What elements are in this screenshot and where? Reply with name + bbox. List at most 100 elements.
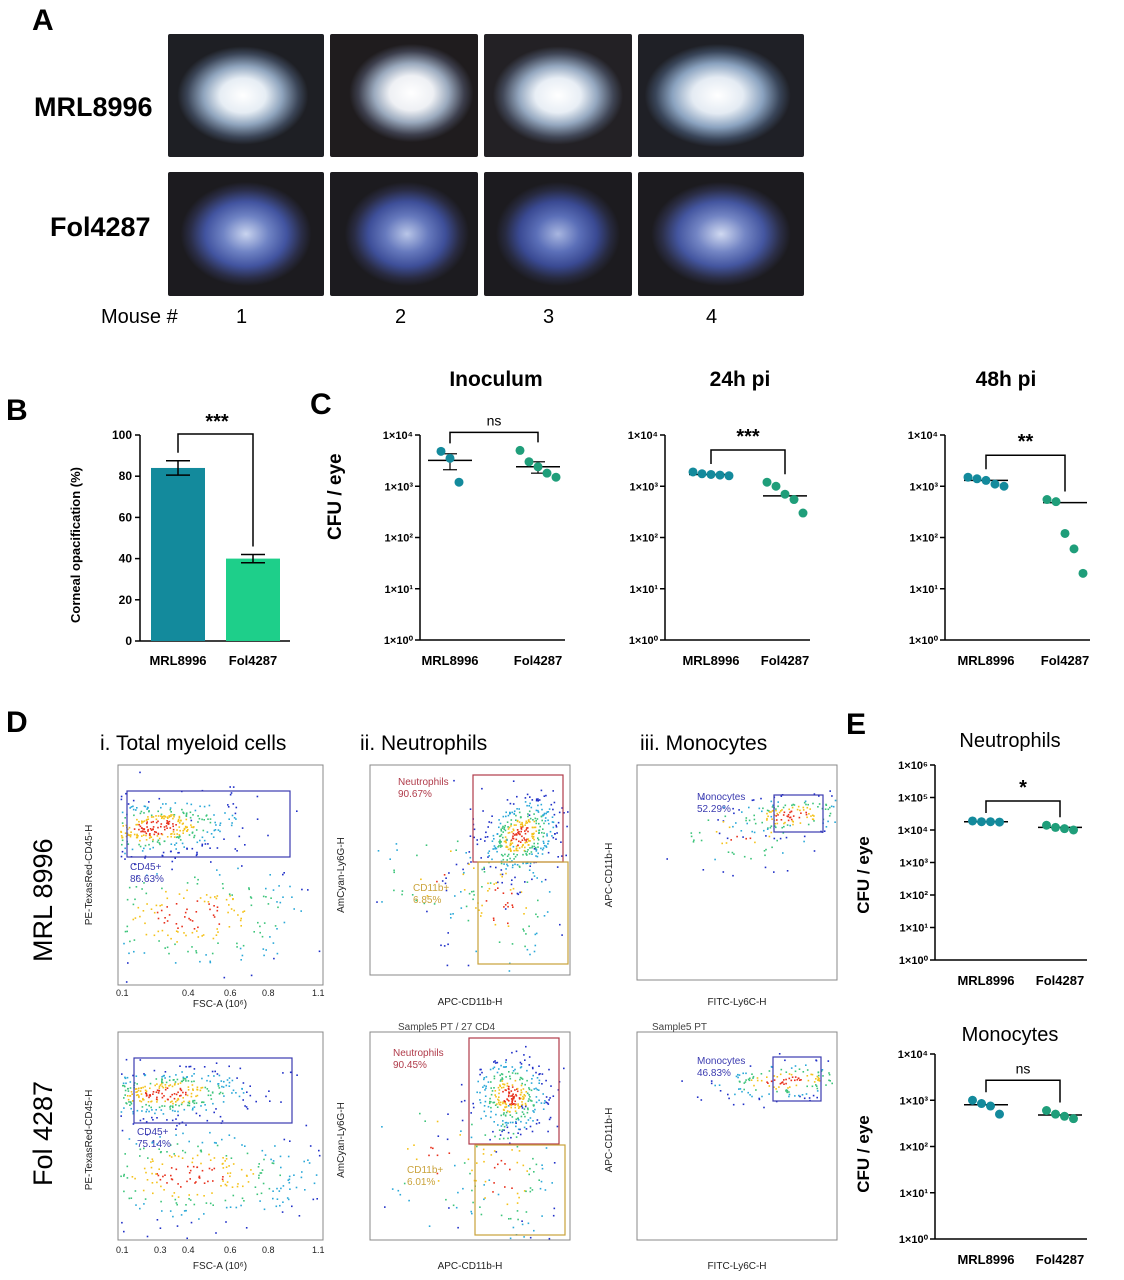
flow-event-dot bbox=[457, 1226, 459, 1229]
flow-event-dot bbox=[201, 1101, 203, 1104]
flow-event-dot bbox=[551, 1182, 553, 1184]
flow-event-dot bbox=[546, 835, 548, 837]
flow-event-dot bbox=[500, 828, 502, 831]
flow-event-dot bbox=[157, 839, 160, 842]
flow-event-dot bbox=[197, 936, 200, 938]
flow-event-dot bbox=[735, 1075, 738, 1078]
flow-event-dot bbox=[126, 898, 129, 901]
flow-event-dot bbox=[521, 835, 523, 838]
flow-event-dot bbox=[538, 1073, 540, 1076]
flow-event-dot bbox=[561, 807, 563, 809]
flow-event-dot bbox=[525, 829, 528, 831]
flow-event-dot bbox=[261, 935, 264, 938]
flow-event-dot bbox=[196, 853, 198, 856]
flow-event-dot bbox=[135, 1094, 138, 1097]
flow-event-dot bbox=[173, 1097, 176, 1100]
flow-event-dot bbox=[788, 1095, 790, 1098]
flow-event-dot bbox=[120, 798, 123, 801]
data-point-fol4287 bbox=[515, 445, 525, 455]
flow-event-dot bbox=[245, 1227, 248, 1229]
flow-event-dot bbox=[515, 838, 518, 841]
flow-event-dot bbox=[524, 832, 527, 835]
flow-event-dot bbox=[170, 1167, 173, 1169]
flow-event-dot bbox=[120, 1175, 122, 1178]
flow-event-dot bbox=[142, 821, 144, 823]
flow-event-dot bbox=[173, 815, 175, 818]
sample-label-iii-fol: Sample5 PT bbox=[652, 1022, 707, 1033]
flow-event-dot bbox=[511, 1098, 514, 1100]
flow-event-dot bbox=[806, 806, 809, 809]
flow-event-dot bbox=[270, 1158, 272, 1161]
flow-event-dot bbox=[201, 845, 203, 847]
flow-event-dot bbox=[807, 823, 810, 826]
flow-event-dot bbox=[538, 829, 541, 831]
flow-event-dot bbox=[167, 817, 169, 819]
flow-event-dot bbox=[157, 1174, 160, 1177]
data-point-mrl8996 bbox=[995, 817, 1004, 827]
flow-event-dot bbox=[155, 821, 158, 824]
flow-event-dot bbox=[728, 826, 731, 829]
flow-event-dot bbox=[267, 834, 269, 837]
data-point-mrl8996 bbox=[986, 1101, 995, 1111]
flow-event-dot bbox=[503, 1125, 506, 1128]
flow-event-dot bbox=[766, 828, 769, 830]
flow-event-dot bbox=[509, 849, 512, 851]
flow-event-dot bbox=[487, 1081, 490, 1083]
flow-event-dot bbox=[229, 1206, 232, 1208]
flow-event-dot bbox=[428, 1225, 431, 1227]
flow-event-dot bbox=[175, 1134, 177, 1136]
flow-event-dot bbox=[222, 1086, 225, 1088]
flow-event-dot bbox=[179, 1082, 182, 1084]
flow-event-dot bbox=[461, 1119, 464, 1122]
flow-event-dot bbox=[152, 1160, 154, 1162]
flow-event-dot bbox=[515, 849, 517, 852]
flow-event-dot bbox=[452, 1204, 455, 1207]
flow-event-dot bbox=[765, 835, 767, 837]
flow-event-dot bbox=[170, 815, 172, 817]
flow-event-dot bbox=[242, 1092, 245, 1094]
gate-label-neutrophils-fol: Neutrophils bbox=[393, 1048, 444, 1059]
flow-event-dot bbox=[770, 1080, 773, 1083]
flow-event-dot bbox=[177, 1110, 179, 1113]
flow-event-dot bbox=[498, 1096, 500, 1098]
flow-event-dot bbox=[722, 821, 725, 823]
flow-event-dot bbox=[230, 824, 233, 827]
flow-event-dot bbox=[219, 830, 221, 833]
flow-event-dot bbox=[520, 1089, 522, 1091]
flow-event-dot bbox=[268, 1090, 270, 1092]
flow-frame-i-mrl bbox=[117, 764, 324, 986]
flow-event-dot bbox=[282, 1185, 285, 1187]
flow-event-dot bbox=[552, 1214, 555, 1217]
flow-event-dot bbox=[158, 1087, 161, 1089]
flow-event-dot bbox=[504, 836, 507, 838]
flow-event-dot bbox=[536, 916, 539, 918]
flow-event-dot bbox=[516, 829, 519, 831]
flow-event-dot bbox=[234, 848, 237, 850]
flow-event-dot bbox=[494, 848, 496, 850]
flow-event-dot bbox=[514, 1103, 517, 1106]
flow-event-dot bbox=[161, 833, 164, 836]
flow-event-dot bbox=[218, 1093, 221, 1095]
flow-event-dot bbox=[246, 1091, 248, 1093]
flow-event-dot bbox=[492, 1130, 494, 1133]
flow-event-dot bbox=[484, 1095, 487, 1097]
axis-iii-x-fol: FITC-Ly6C-H bbox=[707, 1261, 766, 1272]
flow-event-dot bbox=[467, 964, 470, 967]
flow-event-dot bbox=[193, 1080, 195, 1083]
flow-event-dot bbox=[185, 826, 187, 829]
flow-event-dot bbox=[753, 818, 756, 821]
flow-event-dot bbox=[780, 1082, 783, 1084]
flow-event-dot bbox=[515, 1122, 517, 1124]
flow-event-dot bbox=[176, 1099, 178, 1102]
flow-event-dot bbox=[263, 922, 266, 924]
flow-event-dot bbox=[221, 1178, 224, 1181]
flow-event-dot bbox=[136, 818, 138, 821]
flow-event-dot bbox=[470, 1210, 472, 1213]
flow-event-dot bbox=[555, 826, 558, 828]
flow-event-dot bbox=[131, 1093, 133, 1095]
flow-event-dot bbox=[542, 835, 545, 838]
flow-event-dot bbox=[219, 822, 222, 824]
flow-event-dot bbox=[535, 850, 538, 852]
flow-event-dot bbox=[248, 888, 250, 891]
flow-event-dot bbox=[548, 1068, 550, 1071]
